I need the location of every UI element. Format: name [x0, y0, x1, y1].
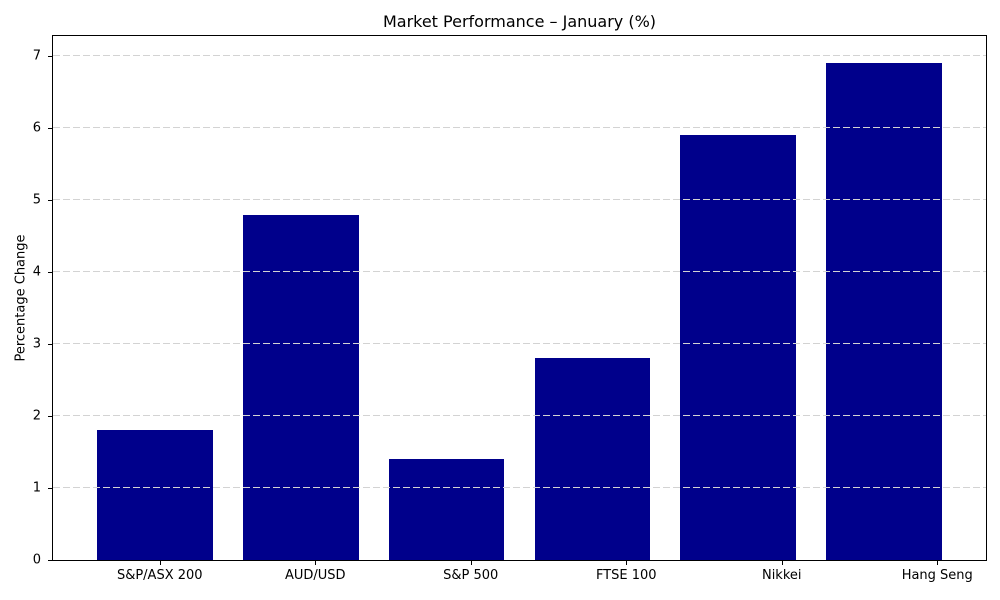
bar-column	[665, 36, 811, 560]
y-tick-mark	[48, 416, 52, 418]
y-tick-mark	[48, 56, 52, 58]
chart-title: Market Performance – January (%)	[382, 12, 657, 31]
bar	[242, 214, 359, 560]
bar	[534, 358, 651, 560]
x-tick-cell: Nikkei	[704, 561, 860, 595]
x-tick-mark	[159, 561, 161, 565]
x-tick-cell: S&P/ASX 200	[82, 561, 238, 595]
bar	[97, 430, 213, 560]
x-tick-mark	[626, 561, 628, 565]
y-tick-label: 4	[32, 264, 41, 280]
y-axis-ticks: 0 1 2 3 4 5 6 7	[0, 36, 52, 567]
bar-column	[519, 36, 665, 560]
y-tick-label: 2	[32, 408, 41, 424]
x-tick-label: AUD/USD	[284, 568, 346, 583]
y-tick-mark	[48, 200, 52, 202]
x-tick-label: S&P 500	[443, 568, 499, 583]
bar-column	[228, 36, 374, 560]
y-tick-mark	[48, 560, 52, 561]
y-tick-mark	[48, 488, 52, 490]
x-tick-cell: AUD/USD	[238, 561, 394, 595]
x-tick-label: Hang Seng	[901, 568, 973, 583]
x-tick-label: S&P/ASX 200	[116, 568, 203, 583]
x-axis-ticks: S&P/ASX 200 AUD/USD S&P 500 FTSE 100 Nikkei H…	[53, 561, 1000, 595]
y-tick-mark	[48, 272, 52, 274]
x-tick-mark	[470, 561, 472, 565]
y-tick-label: 6	[32, 120, 41, 136]
bar-column	[374, 36, 520, 560]
x-tick-label: FTSE 100	[595, 568, 657, 583]
y-tick-label: 0	[32, 552, 41, 568]
y-tick-label: 3	[32, 336, 41, 352]
x-tick-mark	[781, 561, 783, 565]
x-tick-mark	[315, 561, 317, 565]
bar-column	[811, 36, 957, 560]
x-tick-cell: FTSE 100	[549, 561, 705, 595]
x-tick-cell: S&P 500	[393, 561, 549, 595]
x-tick-cell: Hang Seng	[860, 561, 1000, 595]
plot-area	[52, 35, 987, 561]
bar	[826, 63, 942, 560]
bar	[388, 459, 505, 560]
bars-container	[53, 36, 986, 560]
x-tick-mark	[937, 561, 939, 565]
x-tick-label: Nikkei	[761, 568, 802, 583]
y-tick-mark	[48, 344, 52, 346]
y-tick-label: 1	[32, 480, 41, 496]
bar-column	[82, 36, 228, 560]
bar	[680, 135, 797, 560]
y-tick-mark	[48, 128, 52, 130]
y-tick-label: 7	[32, 48, 41, 64]
y-tick-label: 5	[32, 192, 41, 208]
